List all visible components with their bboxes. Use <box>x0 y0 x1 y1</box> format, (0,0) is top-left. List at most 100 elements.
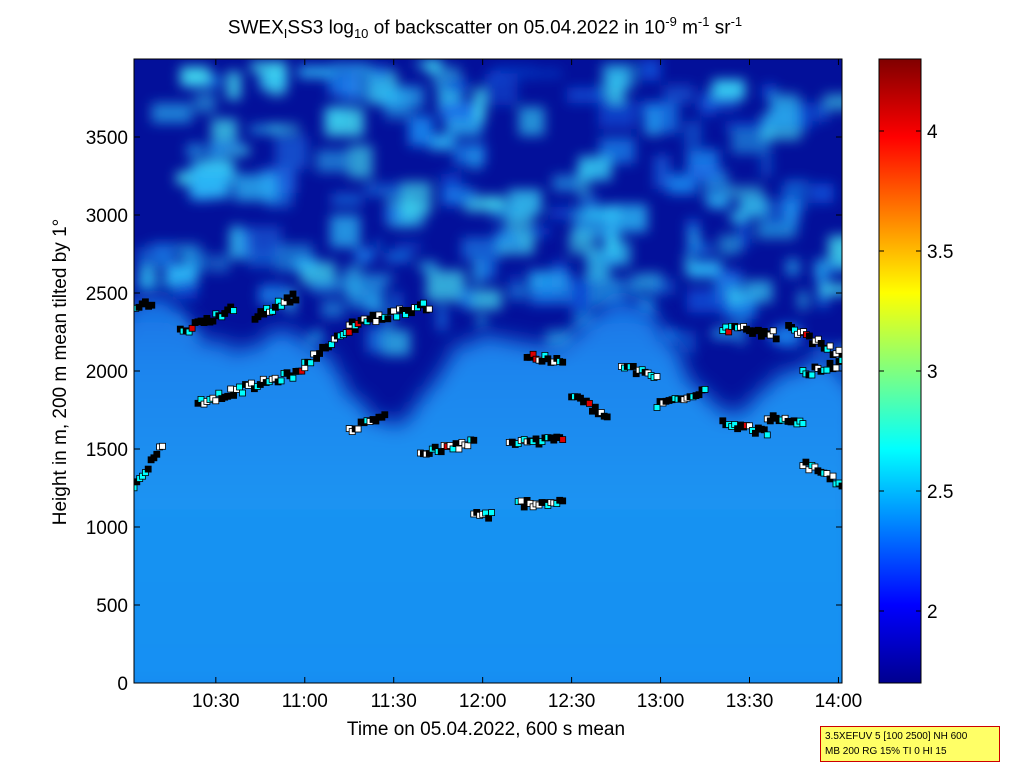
detection-marker <box>307 359 315 367</box>
detection-marker <box>470 436 478 444</box>
aerosol-patch <box>316 150 350 173</box>
detection-marker <box>159 442 166 450</box>
detection-marker <box>148 301 156 309</box>
info-line-1: 3.5XEFUV 5 [100 2500] NH 600 <box>825 731 968 742</box>
detection-marker <box>559 497 567 505</box>
aerosol-patch <box>525 227 550 237</box>
detection-marker <box>419 299 427 307</box>
detection-marker <box>769 327 777 335</box>
aerosol-patch <box>348 145 373 179</box>
aerosol-patch <box>208 145 250 156</box>
detection-marker <box>559 436 567 444</box>
aerosol-patch <box>461 237 502 260</box>
aerosol-patch <box>686 289 730 313</box>
detection-marker <box>603 413 611 421</box>
y-tick-label: 3000 <box>86 206 128 227</box>
aerosol-patch <box>688 230 700 252</box>
aerosol-patch <box>716 270 742 282</box>
detection-marker <box>653 373 661 381</box>
detection-marker <box>806 332 813 340</box>
aerosol-patch <box>760 154 772 177</box>
aerosol-patch <box>293 258 319 272</box>
aerosol-patch <box>580 195 599 207</box>
x-axis-label: Time on 05.04.2022, 600 s mean <box>347 719 625 740</box>
aerosol-patch <box>401 181 432 215</box>
aerosol-patch <box>194 92 216 113</box>
detection-marker <box>802 458 810 466</box>
aerosol-patch <box>189 166 230 199</box>
aerosol-patch <box>738 195 767 218</box>
aerosol-patch <box>814 103 828 121</box>
aerosol-patch <box>714 279 742 289</box>
aerosol-patch <box>338 69 361 102</box>
x-tick-label: 12:00 <box>459 691 507 712</box>
aerosol-patch <box>769 93 799 128</box>
aerosol-patch <box>459 288 474 309</box>
aerosol-patch <box>150 242 175 266</box>
y-tick-label: 0 <box>117 674 128 695</box>
aerosol-patch <box>823 94 842 111</box>
aerosol-patch <box>744 280 773 303</box>
aerosol-patch <box>661 329 679 343</box>
aerosol-patch <box>250 61 287 73</box>
detection-markers <box>134 290 842 522</box>
aerosol-patch <box>298 66 327 78</box>
aerosol-patch <box>474 88 486 122</box>
detection-marker <box>591 403 599 411</box>
detection-marker <box>384 315 392 323</box>
detection-marker <box>260 310 268 318</box>
aerosol-patch <box>784 179 809 189</box>
detection-marker <box>236 383 243 391</box>
aerosol-patch <box>679 330 697 353</box>
detection-marker <box>425 305 433 313</box>
aerosol-patch <box>684 120 702 148</box>
aerosol-patch <box>440 101 476 121</box>
detection-marker <box>653 404 661 411</box>
boundary-layer-region <box>134 291 842 683</box>
aerosol-patch <box>382 329 411 356</box>
detection-marker <box>345 328 353 336</box>
aerosol-patch <box>639 59 661 81</box>
aerosol-patches <box>135 59 842 372</box>
aerosol-patch <box>828 235 842 270</box>
detection-marker <box>227 385 235 393</box>
aerosol-patch <box>518 106 545 136</box>
aerosol-patch <box>838 345 842 372</box>
aerosol-patch <box>699 98 738 110</box>
aerosol-patch <box>364 272 394 283</box>
aerosol-patch <box>552 175 580 192</box>
aerosol-patch <box>384 252 412 262</box>
aerosol-patch <box>408 115 434 146</box>
aerosol-patch <box>687 243 713 255</box>
aerosol-patch <box>609 241 631 266</box>
detection-marker <box>799 420 807 428</box>
aerosol-patch <box>578 156 612 181</box>
detection-marker <box>823 366 831 374</box>
plot-area <box>134 59 842 683</box>
detection-marker <box>826 342 834 350</box>
detection-marker <box>212 397 220 405</box>
aerosol-patch <box>494 65 535 80</box>
aerosol-patch <box>318 67 336 79</box>
detection-marker <box>153 450 161 458</box>
aerosol-patch <box>355 249 374 262</box>
detection-marker <box>629 362 637 370</box>
aerosol-patch <box>366 326 384 353</box>
aerosol-patch <box>785 258 800 276</box>
y-tick-label: 1500 <box>86 440 128 461</box>
detection-marker <box>277 377 285 385</box>
aerosol-patch <box>151 102 192 124</box>
aerosol-patch <box>738 217 750 249</box>
aerosol-patch <box>718 234 740 256</box>
y-tick-label: 3500 <box>86 128 128 149</box>
aerosol-patch <box>275 136 308 170</box>
detection-marker <box>239 389 246 397</box>
detection-marker <box>559 358 567 366</box>
aerosol-patch <box>468 289 502 310</box>
detection-marker <box>455 445 463 453</box>
aerosol-patch <box>259 70 288 90</box>
aerosol-patch <box>626 275 638 297</box>
aerosol-patch <box>549 206 574 220</box>
x-tick-label: 12:30 <box>548 691 596 712</box>
